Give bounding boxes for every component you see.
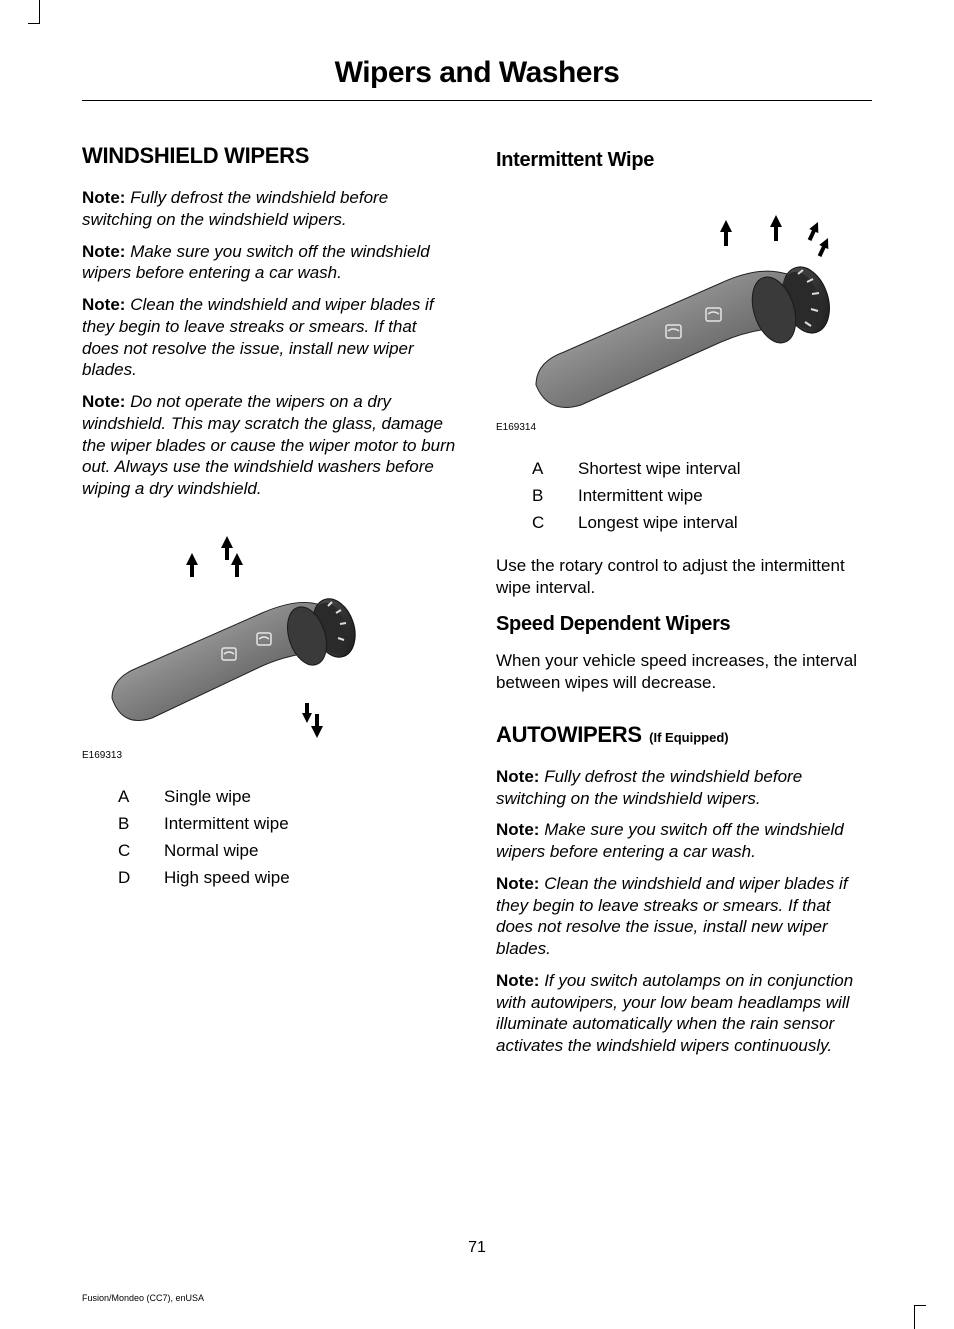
note-block: Note: Fully defrost the windshield befor… — [82, 187, 458, 231]
note-block: Note: Fully defrost the windshield befor… — [496, 766, 872, 810]
note-label: Note: — [82, 392, 125, 411]
note-label: Note: — [82, 295, 125, 314]
key-text: Intermittent wipe — [578, 482, 703, 509]
key-letter: C — [118, 837, 164, 864]
note-text: Do not operate the wipers on a dry winds… — [82, 392, 455, 498]
note-block: Note: Do not operate the wipers on a dry… — [82, 391, 458, 500]
note-label: Note: — [496, 820, 539, 839]
key-letter: B — [532, 482, 578, 509]
intermittent-wipe-heading: Intermittent Wipe — [496, 149, 872, 172]
left-column: WINDSHIELD WIPERS Note: Fully defrost th… — [82, 143, 458, 1067]
right-column: Intermittent Wipe — [496, 143, 872, 1067]
page-content: Wipers and Washers WINDSHIELD WIPERS Not… — [0, 0, 954, 1107]
note-text: Clean the windshield and wiper blades if… — [82, 295, 434, 379]
key-letter: C — [532, 509, 578, 536]
autowipers-heading-wrap: AUTOWIPERS (If Equipped) — [496, 722, 872, 748]
if-equipped-label: (If Equipped) — [649, 730, 728, 745]
page-number: 71 — [0, 1239, 954, 1257]
body-text: Use the rotary control to adjust the int… — [496, 555, 872, 599]
windshield-wipers-heading: WINDSHIELD WIPERS — [82, 143, 458, 169]
figure-caption: E169313 — [82, 750, 458, 761]
note-label: Note: — [496, 971, 539, 990]
key-text: Single wipe — [164, 783, 251, 810]
note-text: Make sure you switch off the windshield … — [82, 242, 430, 283]
page-title: Wipers and Washers — [82, 56, 872, 101]
key-text: Shortest wipe interval — [578, 455, 741, 482]
note-text: Fully defrost the windshield before swit… — [82, 188, 388, 229]
list-item: D High speed wipe — [118, 864, 458, 891]
key-text: High speed wipe — [164, 864, 290, 891]
note-label: Note: — [496, 767, 539, 786]
document-footer: Fusion/Mondeo (CC7), enUSA — [82, 1293, 204, 1303]
list-item: A Single wipe — [118, 783, 458, 810]
wiper-stalk-figure-2: E169314 — [496, 190, 872, 433]
note-label: Note: — [82, 188, 125, 207]
key-letter: D — [118, 864, 164, 891]
two-column-layout: WINDSHIELD WIPERS Note: Fully defrost th… — [82, 143, 872, 1067]
note-block: Note: Clean the windshield and wiper bla… — [82, 294, 458, 381]
note-text: Clean the windshield and wiper blades if… — [496, 874, 848, 958]
note-label: Note: — [82, 242, 125, 261]
note-text: Make sure you switch off the windshield … — [496, 820, 844, 861]
note-text: Fully defrost the windshield before swit… — [496, 767, 802, 808]
list-item: C Longest wipe interval — [532, 509, 872, 536]
speed-dependent-heading: Speed Dependent Wipers — [496, 613, 872, 636]
body-text: When your vehicle speed increases, the i… — [496, 650, 872, 694]
key-text: Intermittent wipe — [164, 810, 289, 837]
note-block: Note: If you switch autolamps on in conj… — [496, 970, 872, 1057]
list-item: C Normal wipe — [118, 837, 458, 864]
intermittent-key-list: A Shortest wipe interval B Intermittent … — [532, 455, 872, 537]
note-label: Note: — [496, 874, 539, 893]
key-text: Normal wipe — [164, 837, 258, 864]
wiper-key-list: A Single wipe B Intermittent wipe C Norm… — [118, 783, 458, 892]
list-item: B Intermittent wipe — [118, 810, 458, 837]
key-letter: A — [532, 455, 578, 482]
note-block: Note: Make sure you switch off the winds… — [496, 819, 872, 863]
key-text: Longest wipe interval — [578, 509, 738, 536]
note-block: Note: Clean the windshield and wiper bla… — [496, 873, 872, 960]
autowipers-heading: AUTOWIPERS — [496, 722, 642, 747]
wiper-stalk-illustration — [82, 518, 372, 748]
figure-caption: E169314 — [496, 422, 872, 433]
note-text: If you switch autolamps on in conjunctio… — [496, 971, 853, 1055]
key-letter: B — [118, 810, 164, 837]
crop-mark — [914, 1305, 926, 1329]
list-item: B Intermittent wipe — [532, 482, 872, 509]
key-letter: A — [118, 783, 164, 810]
wiper-stalk-illustration — [496, 190, 856, 420]
wiper-stalk-figure-1: E169313 — [82, 518, 458, 761]
list-item: A Shortest wipe interval — [532, 455, 872, 482]
crop-mark — [28, 0, 40, 24]
note-block: Note: Make sure you switch off the winds… — [82, 241, 458, 285]
